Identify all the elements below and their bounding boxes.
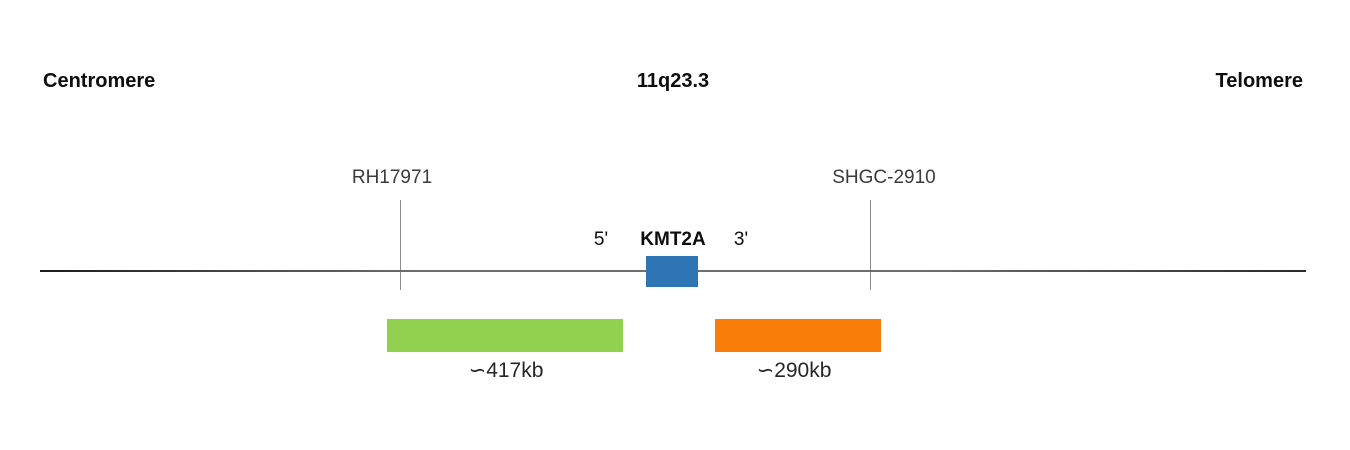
gene-box: [646, 256, 698, 287]
five-prime-label: 5': [593, 229, 609, 250]
marker-label-shgc-2910: SHGC-2910: [832, 167, 936, 188]
span-size-label-417kb: ∽417kb: [468, 359, 544, 382]
marker-label-rh17971: RH17971: [351, 167, 433, 188]
telomere-label: Telomere: [1215, 70, 1303, 92]
span-size-label-290kb: ∽290kb: [756, 359, 832, 382]
marker-tick-line-right: [870, 200, 871, 290]
cytoband-title: 11q23.3: [636, 70, 710, 92]
gene-name-label: KMT2A: [640, 229, 706, 250]
three-prime-label: 3': [733, 229, 749, 250]
span-bar-telomeric: [715, 319, 881, 352]
span-bar-centromeric: [387, 319, 623, 352]
marker-tick-line-left: [400, 200, 401, 290]
centromere-label: Centromere: [43, 70, 156, 92]
